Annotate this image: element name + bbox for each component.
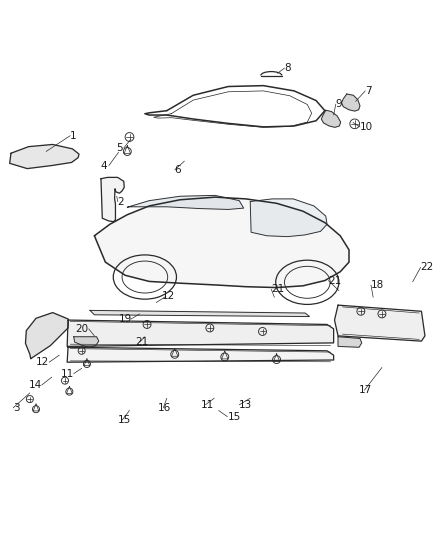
Polygon shape — [25, 312, 68, 359]
Polygon shape — [341, 94, 359, 111]
Text: 12: 12 — [36, 357, 49, 367]
Text: 9: 9 — [335, 99, 342, 109]
Text: 5: 5 — [116, 143, 122, 153]
Text: 21: 21 — [271, 284, 284, 294]
Text: 18: 18 — [370, 280, 383, 290]
Text: 21: 21 — [135, 337, 148, 347]
Text: 22: 22 — [420, 262, 433, 272]
Text: 15: 15 — [117, 415, 131, 425]
Text: 19: 19 — [118, 314, 131, 324]
Text: 17: 17 — [358, 385, 371, 395]
Polygon shape — [10, 144, 79, 168]
Text: 7: 7 — [364, 86, 371, 96]
Text: 11: 11 — [60, 369, 74, 378]
Polygon shape — [321, 110, 340, 127]
Polygon shape — [90, 310, 309, 317]
Polygon shape — [101, 177, 124, 222]
Text: 10: 10 — [359, 122, 372, 132]
Polygon shape — [94, 197, 348, 288]
Text: 8: 8 — [284, 63, 290, 73]
Text: 1: 1 — [70, 131, 77, 141]
Text: 16: 16 — [158, 403, 171, 413]
Text: 20: 20 — [75, 324, 88, 334]
Text: 2: 2 — [117, 197, 124, 206]
Text: 4: 4 — [100, 160, 106, 171]
Polygon shape — [67, 348, 333, 362]
Text: 15: 15 — [227, 411, 240, 422]
Polygon shape — [127, 196, 243, 209]
Polygon shape — [250, 199, 326, 237]
Text: 3: 3 — [13, 403, 20, 413]
Polygon shape — [334, 305, 424, 341]
Text: 6: 6 — [174, 165, 181, 175]
Text: 21: 21 — [328, 276, 341, 286]
Polygon shape — [74, 337, 99, 348]
Polygon shape — [337, 337, 361, 348]
Text: 12: 12 — [161, 292, 174, 301]
Polygon shape — [67, 320, 333, 346]
Text: 13: 13 — [239, 400, 252, 410]
Text: 11: 11 — [201, 400, 214, 410]
Text: 14: 14 — [28, 380, 42, 390]
